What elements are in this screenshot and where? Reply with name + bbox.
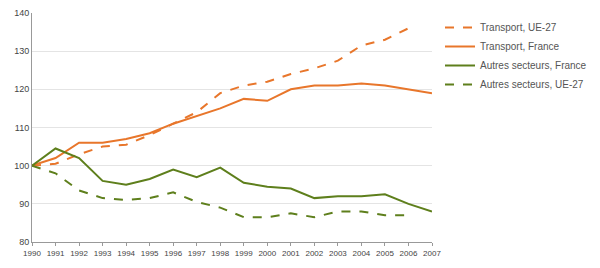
svg-text:Transport, France: Transport, France [480, 41, 560, 52]
svg-text:2000: 2000 [258, 249, 276, 258]
svg-text:2007: 2007 [423, 249, 441, 258]
svg-text:Transport, UE-27: Transport, UE-27 [480, 22, 557, 33]
svg-text:120: 120 [14, 84, 29, 94]
svg-text:1998: 1998 [211, 249, 229, 258]
svg-text:2003: 2003 [329, 249, 347, 258]
svg-text:1994: 1994 [117, 249, 135, 258]
svg-text:1990: 1990 [23, 249, 41, 258]
svg-text:1992: 1992 [70, 249, 88, 258]
svg-text:1991: 1991 [47, 249, 65, 258]
svg-text:1997: 1997 [188, 249, 206, 258]
svg-text:90: 90 [19, 199, 29, 209]
svg-text:Autres secteurs, UE-27: Autres secteurs, UE-27 [480, 79, 584, 90]
svg-text:2006: 2006 [400, 249, 418, 258]
svg-text:2001: 2001 [282, 249, 300, 258]
svg-text:2005: 2005 [376, 249, 394, 258]
svg-text:100: 100 [14, 161, 29, 171]
svg-text:1999: 1999 [235, 249, 253, 258]
svg-text:110: 110 [15, 123, 29, 133]
svg-text:1996: 1996 [164, 249, 182, 258]
svg-text:130: 130 [14, 46, 29, 56]
svg-text:1995: 1995 [141, 249, 159, 258]
svg-text:140: 140 [14, 8, 29, 18]
svg-text:2002: 2002 [305, 249, 323, 258]
svg-text:80: 80 [19, 237, 29, 247]
svg-text:1993: 1993 [94, 249, 112, 258]
svg-text:Autres secteurs, France: Autres secteurs, France [480, 60, 587, 71]
svg-text:2004: 2004 [353, 249, 371, 258]
